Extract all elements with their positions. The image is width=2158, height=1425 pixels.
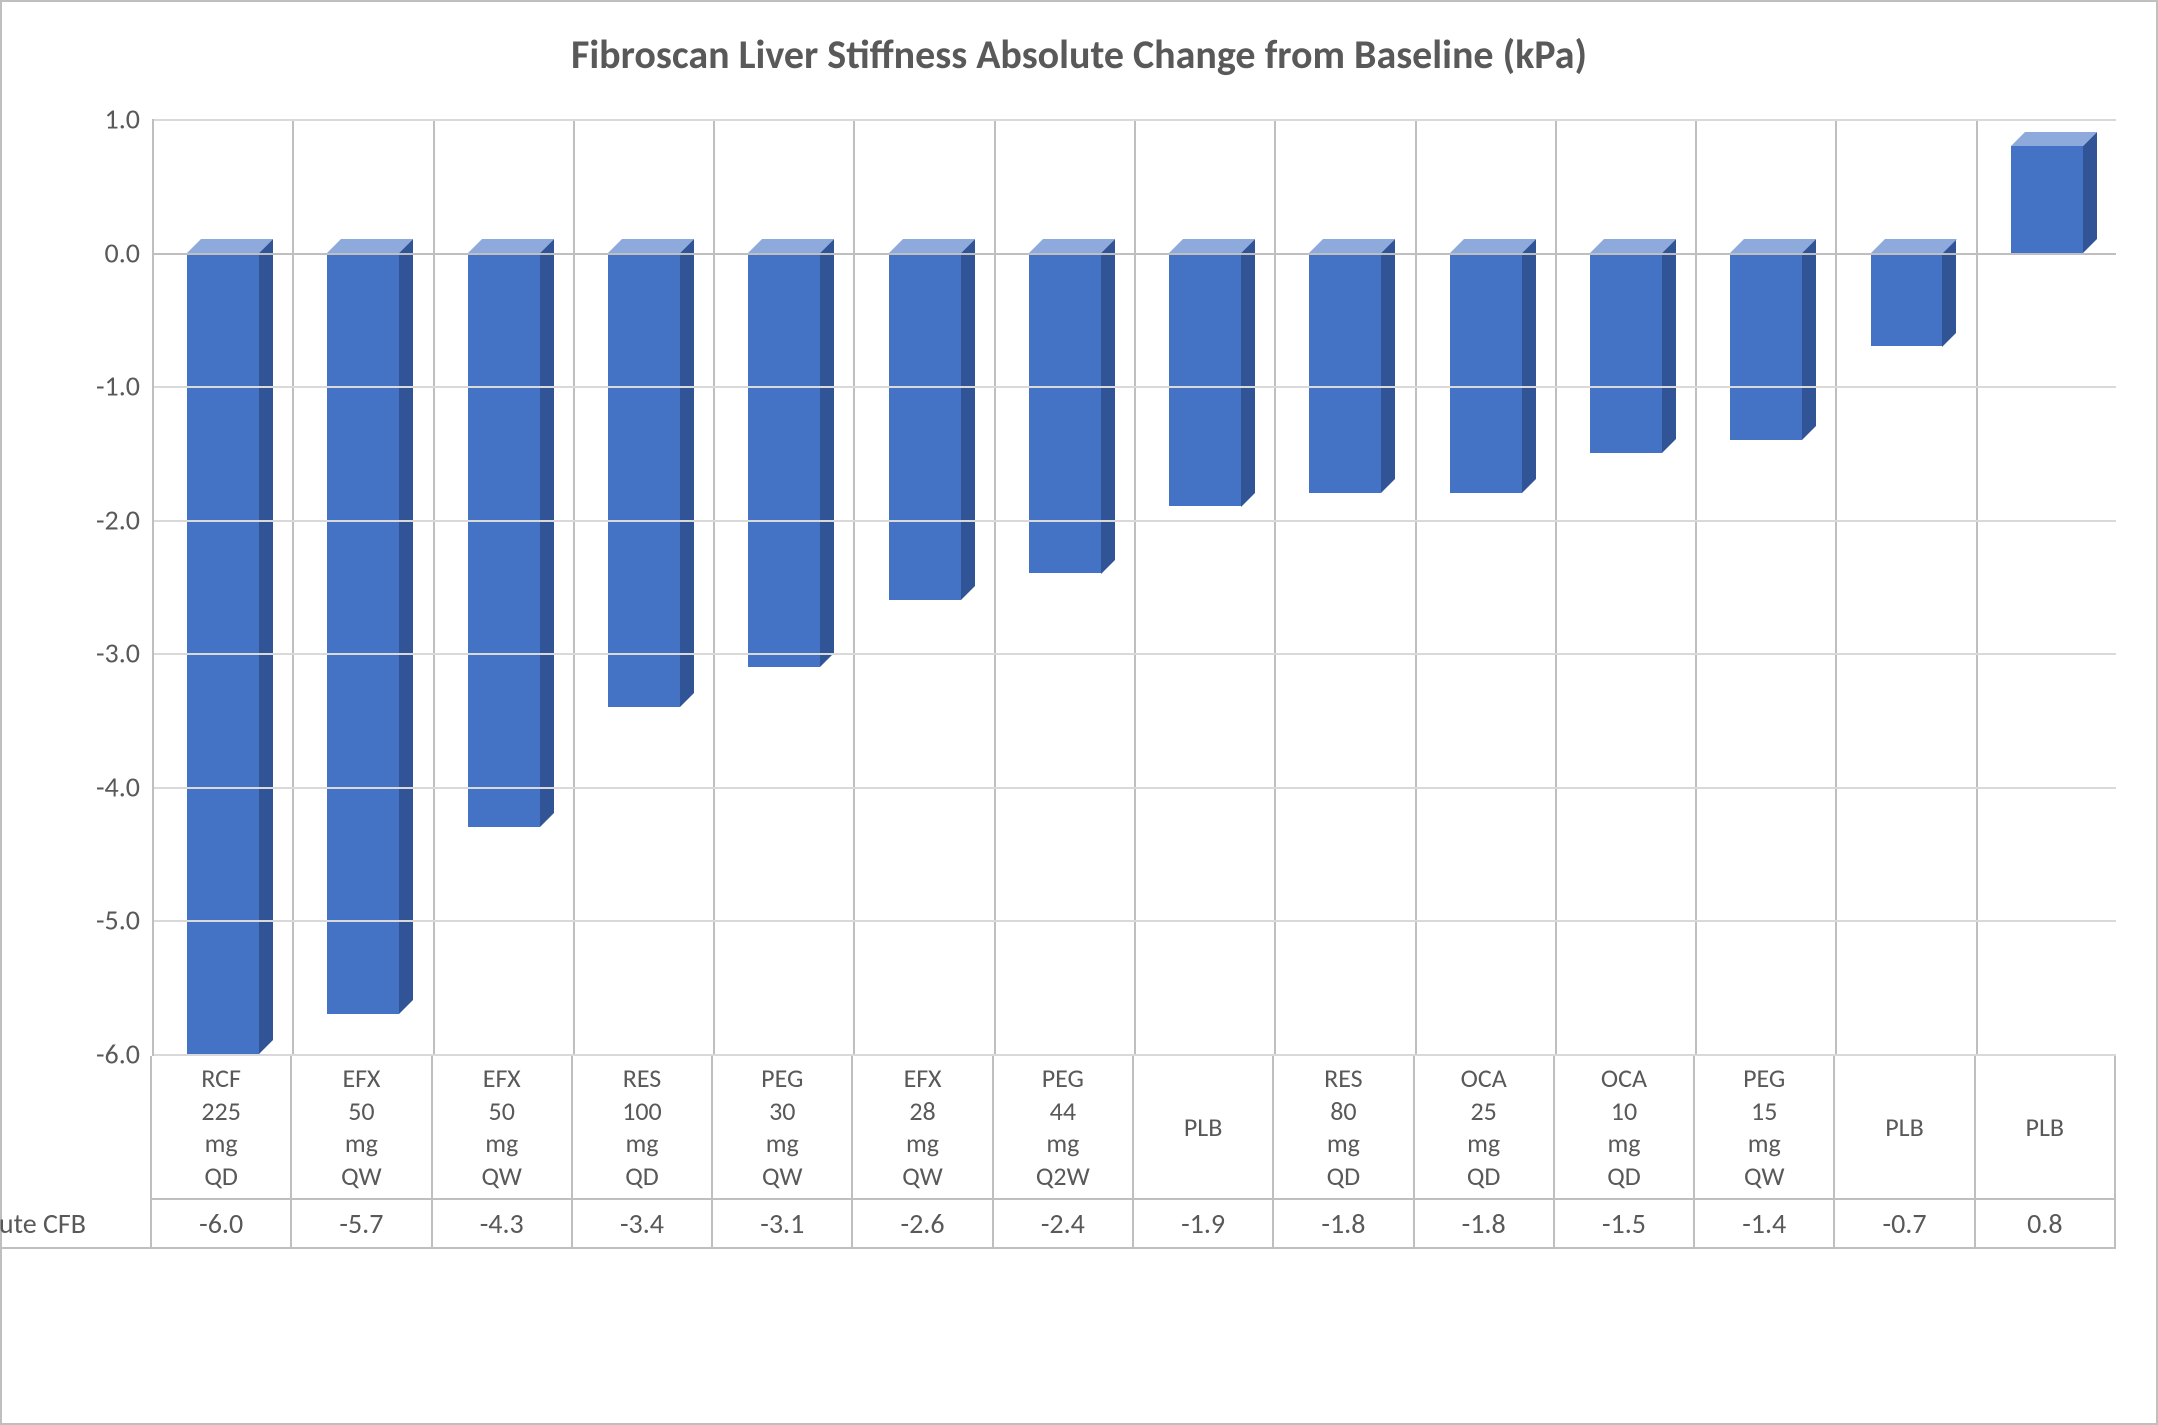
value-cell: -2.6 bbox=[853, 1200, 993, 1247]
bar bbox=[1730, 253, 1802, 440]
gridline bbox=[154, 119, 2116, 121]
gridline bbox=[154, 920, 2116, 922]
bar-slot bbox=[1837, 119, 1977, 1054]
value-cell: -1.9 bbox=[1134, 1200, 1274, 1247]
category-cells: RCF 225 mg QDEFX 50 mg QWEFX 50 mg QWRES… bbox=[152, 1056, 2116, 1200]
bar bbox=[889, 253, 961, 600]
bars-group bbox=[154, 119, 2116, 1054]
category-cell: PLB bbox=[1134, 1056, 1274, 1198]
bar bbox=[327, 253, 399, 1014]
gridline bbox=[154, 520, 2116, 522]
bar-slot bbox=[1276, 119, 1416, 1054]
bar-slot bbox=[855, 119, 995, 1054]
bar-slot bbox=[715, 119, 855, 1054]
value-row: Absolute CFB -6.0-5.7-4.3-3.4-3.1-2.6-2.… bbox=[0, 1200, 2116, 1249]
plot-wrap: 1.00.0-1.0-2.0-3.0-4.0-5.0-6.0 bbox=[42, 119, 2116, 1056]
value-cell: -2.4 bbox=[994, 1200, 1134, 1247]
y-tick-label: -3.0 bbox=[96, 636, 140, 671]
bar bbox=[1029, 253, 1101, 574]
bar bbox=[1309, 253, 1381, 493]
bar bbox=[1590, 253, 1662, 453]
bar bbox=[1169, 253, 1241, 507]
y-tick-label: 1.0 bbox=[105, 102, 140, 137]
value-cell: -1.4 bbox=[1695, 1200, 1835, 1247]
value-cell: 0.8 bbox=[1976, 1200, 2114, 1247]
value-cell: -1.8 bbox=[1274, 1200, 1414, 1247]
y-tick-label: -6.0 bbox=[96, 1037, 140, 1072]
gridline bbox=[154, 253, 2116, 255]
y-tick-label: -1.0 bbox=[96, 369, 140, 404]
bar-slot bbox=[1978, 119, 2116, 1054]
bar-slot bbox=[154, 119, 294, 1054]
value-cell: -1.8 bbox=[1415, 1200, 1555, 1247]
gridline bbox=[154, 386, 2116, 388]
category-cell: RES 80 mg QD bbox=[1274, 1056, 1414, 1198]
category-row: RCF 225 mg QDEFX 50 mg QWEFX 50 mg QWRES… bbox=[0, 1056, 2116, 1200]
bar bbox=[1871, 253, 1943, 347]
category-cell: EFX 50 mg QW bbox=[292, 1056, 432, 1198]
chart-title: Fibroscan Liver Stiffness Absolute Chang… bbox=[42, 30, 2116, 79]
chart-container: Fibroscan Liver Stiffness Absolute Chang… bbox=[0, 0, 2158, 1425]
category-cell: OCA 25 mg QD bbox=[1415, 1056, 1555, 1198]
category-cell: EFX 50 mg QW bbox=[433, 1056, 573, 1198]
category-cell: PLB bbox=[1976, 1056, 2114, 1198]
bar-slot bbox=[1697, 119, 1837, 1054]
bar-slot bbox=[996, 119, 1136, 1054]
y-tick-label: -5.0 bbox=[96, 903, 140, 938]
category-row-label bbox=[0, 1056, 152, 1200]
value-cell: -3.4 bbox=[573, 1200, 713, 1247]
y-tick-label: -2.0 bbox=[96, 502, 140, 537]
plot-area bbox=[152, 119, 2116, 1056]
bar-slot bbox=[294, 119, 434, 1054]
data-table: RCF 225 mg QDEFX 50 mg QWEFX 50 mg QWRES… bbox=[0, 1056, 2116, 1249]
gridline bbox=[154, 787, 2116, 789]
chart-body: 1.00.0-1.0-2.0-3.0-4.0-5.0-6.0 RCF 225 m… bbox=[42, 119, 2116, 1249]
category-cell: EFX 28 mg QW bbox=[853, 1056, 993, 1198]
category-cell: RCF 225 mg QD bbox=[152, 1056, 292, 1198]
bar bbox=[1450, 253, 1522, 493]
y-axis: 1.00.0-1.0-2.0-3.0-4.0-5.0-6.0 bbox=[42, 119, 152, 1054]
bar-slot bbox=[1417, 119, 1557, 1054]
value-cell: -6.0 bbox=[152, 1200, 292, 1247]
category-cell: PEG 44 mg Q2W bbox=[994, 1056, 1134, 1198]
bar-slot bbox=[435, 119, 575, 1054]
value-cell: -4.3 bbox=[433, 1200, 573, 1247]
category-cell: OCA 10 mg QD bbox=[1555, 1056, 1695, 1198]
bar-slot bbox=[1136, 119, 1276, 1054]
bar bbox=[2011, 146, 2083, 253]
gridline bbox=[154, 653, 2116, 655]
y-tick-label: -4.0 bbox=[96, 769, 140, 804]
category-cell: PEG 15 mg QW bbox=[1695, 1056, 1835, 1198]
bar bbox=[748, 253, 820, 667]
value-cell: -1.5 bbox=[1555, 1200, 1695, 1247]
value-cells: -6.0-5.7-4.3-3.4-3.1-2.6-2.4-1.9-1.8-1.8… bbox=[152, 1200, 2116, 1249]
bar bbox=[608, 253, 680, 707]
value-row-label: Absolute CFB bbox=[0, 1200, 152, 1249]
value-cell: -3.1 bbox=[713, 1200, 853, 1247]
category-cell: PLB bbox=[1835, 1056, 1975, 1198]
value-cell: -5.7 bbox=[292, 1200, 432, 1247]
category-cell: PEG 30 mg QW bbox=[713, 1056, 853, 1198]
bar bbox=[468, 253, 540, 827]
bar-slot bbox=[1557, 119, 1697, 1054]
bar-slot bbox=[575, 119, 715, 1054]
category-cell: RES 100 mg QD bbox=[573, 1056, 713, 1198]
gridline bbox=[154, 1054, 2116, 1056]
value-cell: -0.7 bbox=[1835, 1200, 1975, 1247]
y-tick-label: 0.0 bbox=[105, 235, 140, 270]
